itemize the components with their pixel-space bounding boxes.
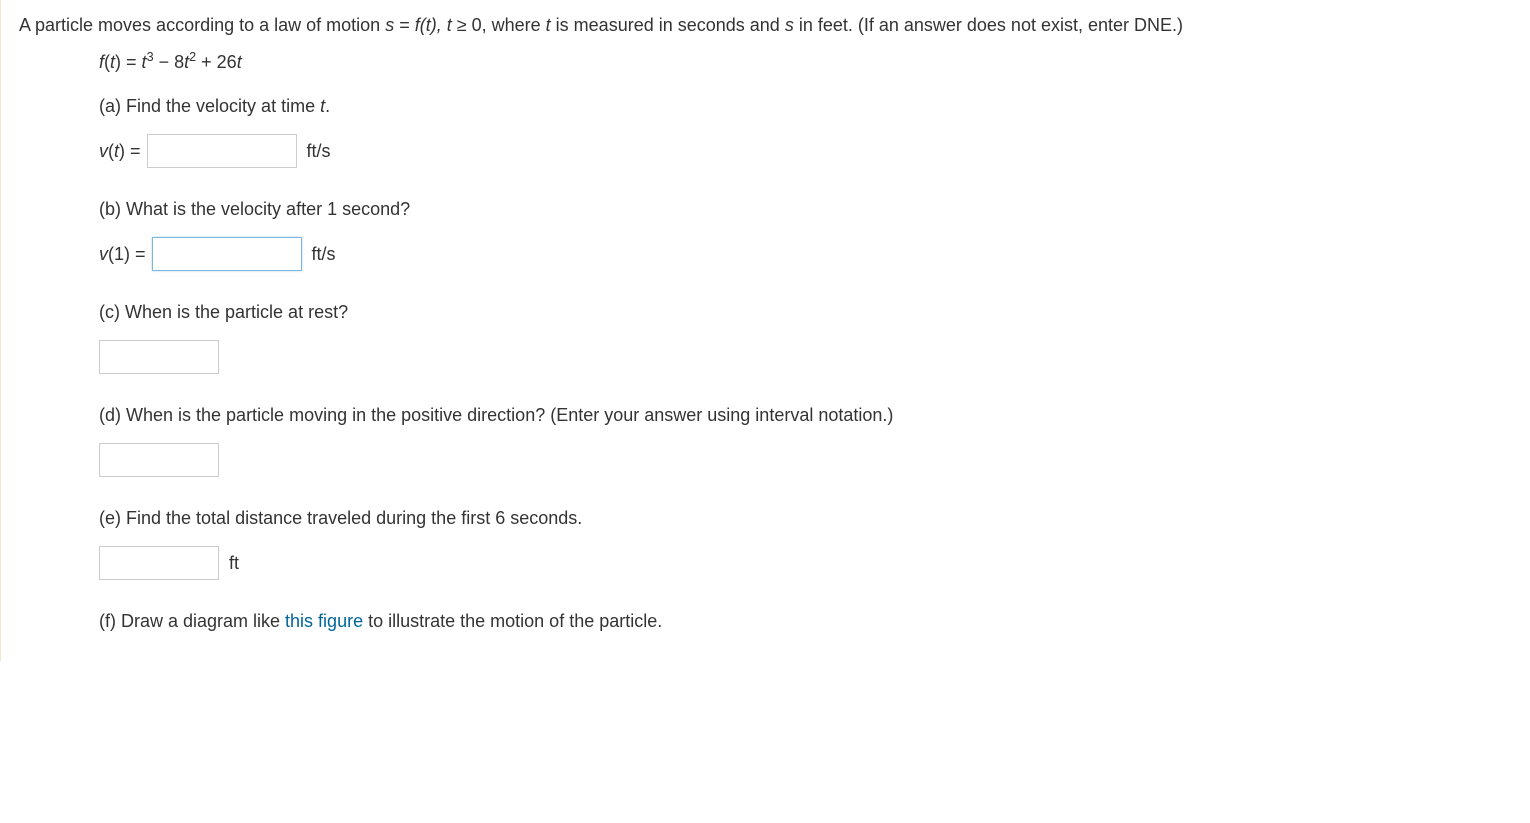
part-f-after: to illustrate the motion of the particle…: [363, 611, 662, 631]
part-d-input[interactable]: [99, 443, 219, 477]
part-a-label: (a) Find the velocity at time t.: [99, 93, 1512, 120]
formula-minus: − 8: [154, 52, 185, 72]
part-f-before: (f) Draw a diagram like: [99, 611, 285, 631]
v-var: v: [99, 141, 108, 161]
part-a-unit: ft/s: [307, 141, 331, 162]
part-d-answer-row: [99, 443, 1512, 477]
part-a-period: .: [325, 96, 330, 116]
var-s2: s: [785, 15, 794, 35]
eq-sign: =: [394, 15, 415, 35]
mid-text: is measured in seconds and: [551, 15, 785, 35]
v-var-b: v: [99, 244, 108, 264]
intro-text: A particle moves according to a law of m…: [19, 15, 385, 35]
part-b-input[interactable]: [152, 237, 302, 271]
part-f-label: (f) Draw a diagram like this figure to i…: [99, 608, 1512, 635]
end-text: in feet. (If an answer does not exist, e…: [794, 15, 1183, 35]
part-c-input[interactable]: [99, 340, 219, 374]
this-figure-link[interactable]: this figure: [285, 611, 363, 631]
part-b-label: (b) What is the velocity after 1 second?: [99, 196, 1512, 223]
var-t-paren: (t), t: [420, 15, 457, 35]
formula-plus: + 26: [196, 52, 237, 72]
part-a-text: (a) Find the velocity at time: [99, 96, 320, 116]
question-intro: A particle moves according to a law of m…: [19, 12, 1512, 39]
part-e-label: (e) Find the total distance traveled dur…: [99, 505, 1512, 532]
paren-close: ) =: [119, 141, 141, 161]
after-geq: 0, where: [467, 15, 546, 35]
part-a-prefix: v(t) =: [99, 141, 141, 162]
geq-sign: ≥: [457, 15, 467, 35]
part-b-answer-row: v(1) = ft/s: [99, 237, 1512, 271]
var-s: s: [385, 15, 394, 35]
part-b-unit: ft/s: [312, 244, 336, 265]
part-e-unit: ft: [229, 553, 239, 574]
formula-t4: t: [237, 52, 242, 72]
part-d-label: (d) When is the particle moving in the p…: [99, 402, 1512, 429]
part-e-input[interactable]: [99, 546, 219, 580]
part-b-prefix: v(1) =: [99, 244, 146, 265]
formula-close: ) =: [115, 52, 142, 72]
paren-b: (1) =: [108, 244, 146, 264]
part-a-input[interactable]: [147, 134, 297, 168]
part-c-label: (c) When is the particle at rest?: [99, 299, 1512, 326]
part-e-answer-row: ft: [99, 546, 1512, 580]
part-c-answer-row: [99, 340, 1512, 374]
formula-exp3: 3: [147, 50, 154, 64]
part-a-answer-row: v(t) = ft/s: [99, 134, 1512, 168]
formula-line: f(t) = t3 − 8t2 + 26t: [99, 49, 1512, 75]
